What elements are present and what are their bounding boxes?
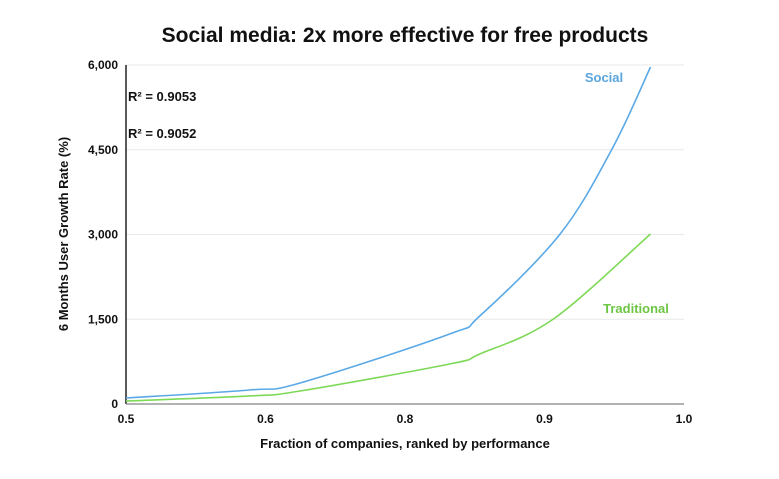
r-squared-social: R² = 0.9053 [128, 89, 196, 104]
gridlines [126, 64, 684, 320]
x-tick-label: 0.6 [257, 412, 274, 426]
series-label-traditional: Traditional [603, 301, 669, 316]
y-tick-label: 3,000 [88, 228, 118, 242]
y-tick-label: 6,000 [88, 58, 118, 72]
y-tick-label: 1,500 [88, 312, 118, 326]
x-tick-label: 0.5 [118, 412, 135, 426]
x-tick-label: 0.9 [536, 412, 553, 426]
series-line-traditional [125, 233, 652, 402]
chart-title: Social media: 2x more effective for free… [162, 24, 649, 47]
y-tick-labels: 0 1,500 3,000 4,500 6,000 [88, 58, 118, 411]
y-tick-label: 4,500 [88, 143, 118, 157]
series-line-social [125, 66, 652, 399]
x-tick-label: 1.0 [676, 412, 693, 426]
series-label-social: Social [585, 70, 623, 85]
series-lines [125, 66, 652, 402]
r-squared-traditional: R² = 0.9052 [128, 126, 196, 141]
y-tick-label: 0 [111, 397, 118, 411]
y-axis-label: 6 Months User Growth Rate (%) [56, 137, 71, 331]
x-axis-label: Fraction of companies, ranked by perform… [260, 436, 550, 451]
x-tick-labels: 0.5 0.6 0.8 0.9 1.0 [118, 412, 693, 426]
x-tick-label: 0.8 [397, 412, 414, 426]
